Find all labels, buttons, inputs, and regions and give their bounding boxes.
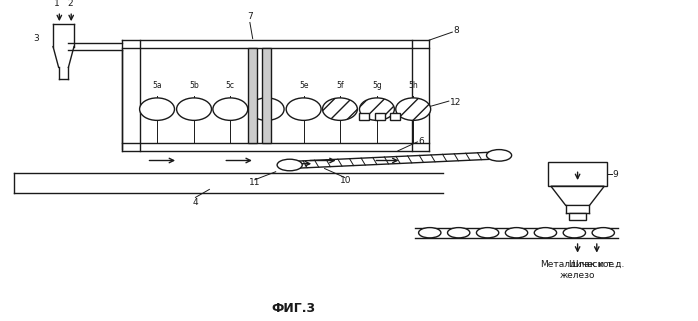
Ellipse shape: [359, 98, 394, 120]
Ellipse shape: [286, 98, 321, 120]
Text: 2: 2: [67, 0, 73, 8]
Text: 12: 12: [450, 98, 461, 107]
Circle shape: [592, 228, 614, 238]
Ellipse shape: [140, 98, 174, 120]
Circle shape: [563, 228, 586, 238]
Text: 5d: 5d: [262, 81, 272, 90]
Circle shape: [477, 228, 499, 238]
Circle shape: [277, 159, 302, 171]
Bar: [390, 113, 400, 120]
Ellipse shape: [396, 98, 431, 120]
Text: 8: 8: [454, 26, 459, 35]
Bar: [375, 113, 385, 120]
Text: 9: 9: [613, 169, 618, 179]
Circle shape: [447, 228, 470, 238]
Bar: [262, 48, 271, 143]
Ellipse shape: [322, 98, 357, 120]
Ellipse shape: [249, 98, 284, 120]
Circle shape: [487, 150, 512, 161]
Text: 5h: 5h: [408, 81, 418, 90]
Bar: [548, 162, 607, 186]
Text: 4: 4: [193, 198, 198, 207]
Text: 11: 11: [249, 178, 260, 187]
Text: 6: 6: [419, 137, 424, 146]
Text: 10: 10: [340, 176, 351, 185]
Text: 5a: 5a: [152, 81, 162, 90]
Circle shape: [534, 228, 556, 238]
Text: 5e: 5e: [299, 81, 309, 90]
Text: 1: 1: [54, 0, 60, 8]
Text: Шлак и т.д.: Шлак и т.д.: [569, 260, 625, 269]
Ellipse shape: [213, 98, 248, 120]
Text: 5g: 5g: [372, 81, 382, 90]
Text: 7: 7: [247, 12, 253, 21]
Bar: [569, 213, 586, 220]
Text: 3: 3: [34, 34, 39, 43]
Text: 5c: 5c: [226, 81, 235, 90]
Text: Металлическое
железо: Металлическое железо: [540, 260, 615, 280]
Text: 5b: 5b: [189, 81, 199, 90]
Bar: [248, 48, 257, 143]
Ellipse shape: [177, 98, 211, 120]
Circle shape: [419, 228, 441, 238]
Bar: [359, 113, 369, 120]
Text: ФИГ.3: ФИГ.3: [271, 302, 315, 315]
Circle shape: [505, 228, 528, 238]
Text: 5f: 5f: [336, 81, 343, 90]
